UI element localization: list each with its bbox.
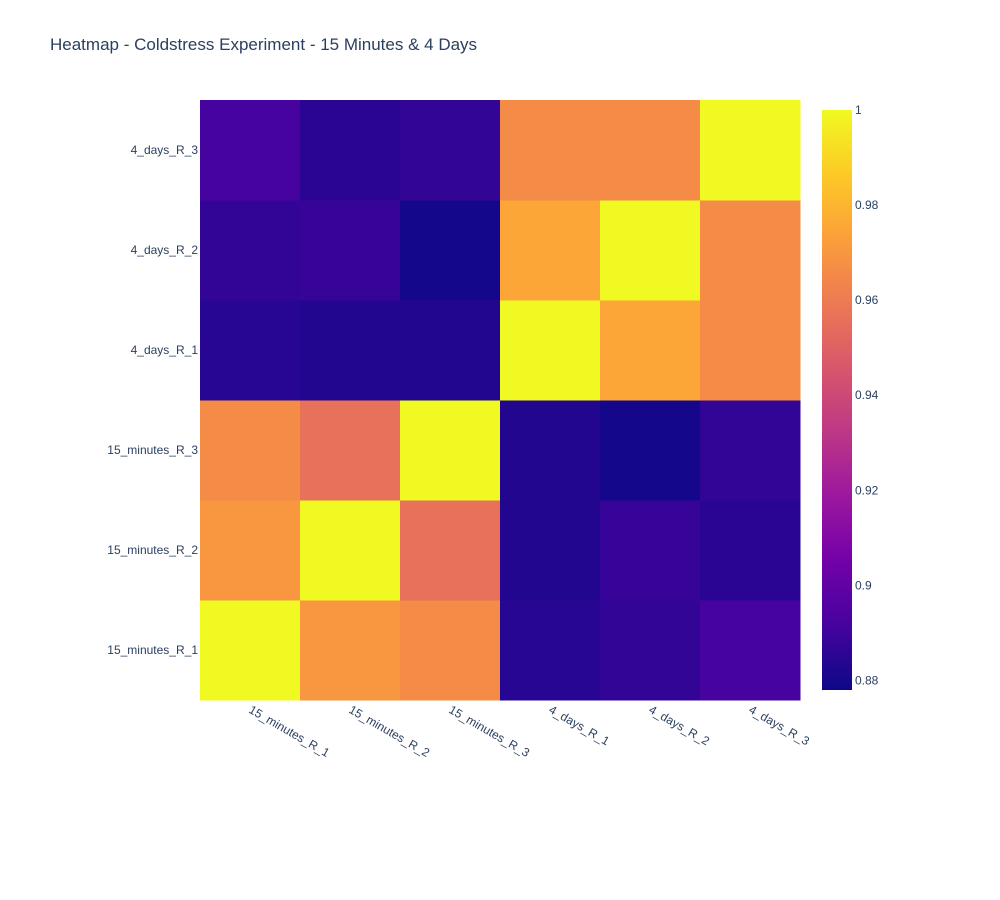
heatmap-cell (600, 200, 701, 301)
heatmap-cell (400, 200, 501, 301)
heatmap-cell (600, 300, 701, 401)
heatmap-cell (400, 400, 501, 501)
heatmap-cell (300, 200, 401, 301)
x-axis-ticks: 15_minutes_R_1 15_minutes_R_2 15_minutes_R… (247, 702, 813, 760)
heatmap-cell (300, 300, 401, 401)
heatmap-cell (600, 100, 701, 201)
heatmap-cell (700, 200, 801, 301)
heatmap-cell (400, 500, 501, 601)
colorbar-tick-label: 0.98 (855, 198, 879, 212)
x-tick-label: 4_days_R_1 (547, 702, 613, 748)
heatmap-cell (400, 300, 501, 401)
x-tick-label: 15_minutes_R_1 (247, 702, 333, 760)
heatmap-cell (200, 200, 301, 301)
heatmap-cell (200, 500, 301, 601)
heatmap-cell (700, 400, 801, 501)
colorbar-tick-label: 0.88 (855, 673, 879, 687)
heatmap-cell (300, 500, 401, 601)
colorbar-tick-label: 1 (855, 103, 862, 117)
y-tick-label: 4_days_R_3 (131, 143, 199, 157)
y-tick-label: 4_days_R_1 (131, 343, 199, 357)
heatmap-cell (200, 400, 301, 501)
colorbar-tick-label: 0.96 (855, 293, 879, 307)
heatmap-cell (500, 200, 601, 301)
heatmap-cell (500, 300, 601, 401)
colorbar-tick-label: 0.94 (855, 388, 879, 402)
heatmap-cell (600, 600, 701, 701)
heatmap-cell (200, 100, 301, 201)
colorbar-gradient (822, 110, 852, 690)
heatmap-cell (300, 100, 401, 201)
x-tick-label: 15_minutes_R_2 (347, 702, 433, 760)
y-tick-label: 15_minutes_R_2 (107, 543, 198, 557)
heatmap-cell (500, 100, 601, 201)
colorbar-ticks: 0.88 0.9 0.92 0.94 0.96 0.98 1 (855, 103, 879, 687)
colorbar-tick-label: 0.9 (855, 578, 872, 592)
x-tick-label: 4_days_R_2 (647, 702, 713, 748)
heatmap-cell (200, 300, 301, 401)
heatmap-cell (500, 600, 601, 701)
y-tick-label: 4_days_R_2 (131, 243, 199, 257)
chart-title: Heatmap - Coldstress Experiment - 15 Min… (50, 35, 477, 54)
heatmap-cell (700, 100, 801, 201)
x-tick-label: 4_days_R_3 (747, 702, 813, 748)
heatmap-cell (600, 500, 701, 601)
heatmap-cell (400, 600, 501, 701)
colorbar-tick-label: 0.92 (855, 483, 879, 497)
y-tick-label: 15_minutes_R_3 (107, 443, 198, 457)
heatmap-cell (300, 400, 401, 501)
heatmap-cells (200, 100, 801, 701)
y-tick-label: 15_minutes_R_1 (107, 643, 198, 657)
heatmap-cell (500, 400, 601, 501)
heatmap-cell (500, 500, 601, 601)
heatmap-cell (300, 600, 401, 701)
heatmap-cell (700, 500, 801, 601)
heatmap-cell (700, 600, 801, 701)
heatmap-cell (700, 300, 801, 401)
heatmap-cell (600, 400, 701, 501)
colorbar: 0.88 0.9 0.92 0.94 0.96 0.98 1 (822, 103, 879, 690)
x-tick-label: 15_minutes_R_3 (447, 702, 533, 760)
y-axis-ticks: 15_minutes_R_1 15_minutes_R_2 15_minutes_R… (107, 143, 198, 657)
heatmap-cell (200, 600, 301, 701)
heatmap-cell (400, 100, 501, 201)
